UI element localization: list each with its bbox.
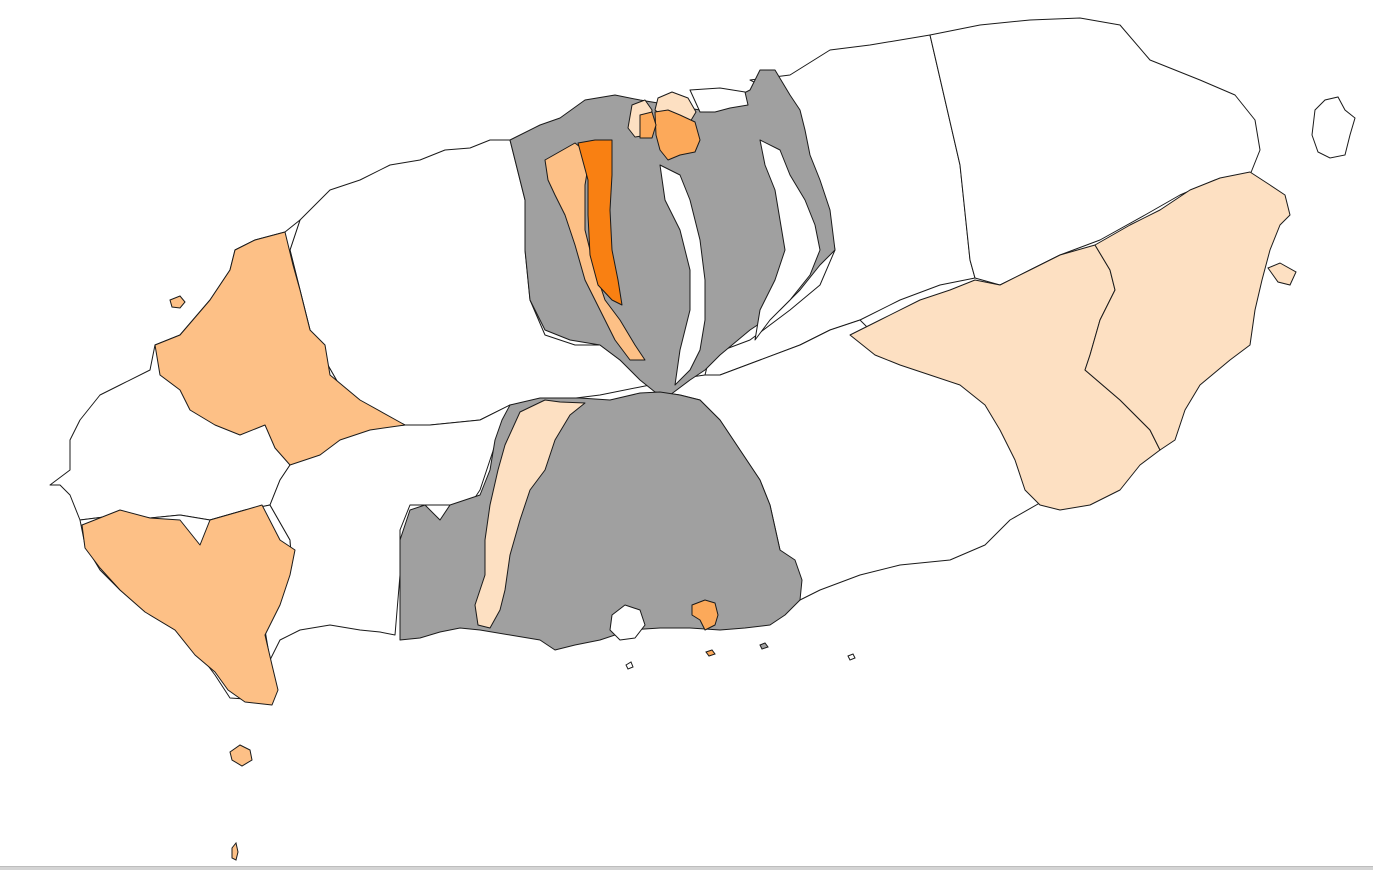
map-islet[interactable]	[231, 841, 239, 861]
map-region[interactable]	[609, 604, 646, 641]
map-region[interactable]	[659, 164, 706, 386]
map-islet[interactable]	[169, 295, 186, 309]
map-islet[interactable]	[759, 642, 769, 650]
map-region[interactable]	[754, 139, 821, 341]
map-region[interactable]	[577, 139, 623, 306]
map-region[interactable]	[81, 504, 296, 706]
map-islet[interactable]	[705, 649, 716, 657]
map-region[interactable]	[1084, 171, 1291, 451]
map-region[interactable]	[544, 142, 646, 361]
map-islet[interactable]	[625, 661, 634, 670]
map-islet[interactable]	[229, 744, 253, 767]
window-bottom-edge	[0, 866, 1373, 870]
map-region[interactable]	[691, 599, 719, 631]
map-region[interactable]	[639, 111, 657, 139]
map-region[interactable]	[154, 231, 406, 466]
map-region[interactable]	[689, 87, 749, 113]
map-islet[interactable]	[847, 653, 856, 661]
map-islet[interactable]	[1267, 262, 1297, 286]
map-region[interactable]	[654, 109, 701, 161]
map-region[interactable]	[474, 399, 586, 629]
map-islet[interactable]	[1311, 96, 1356, 159]
